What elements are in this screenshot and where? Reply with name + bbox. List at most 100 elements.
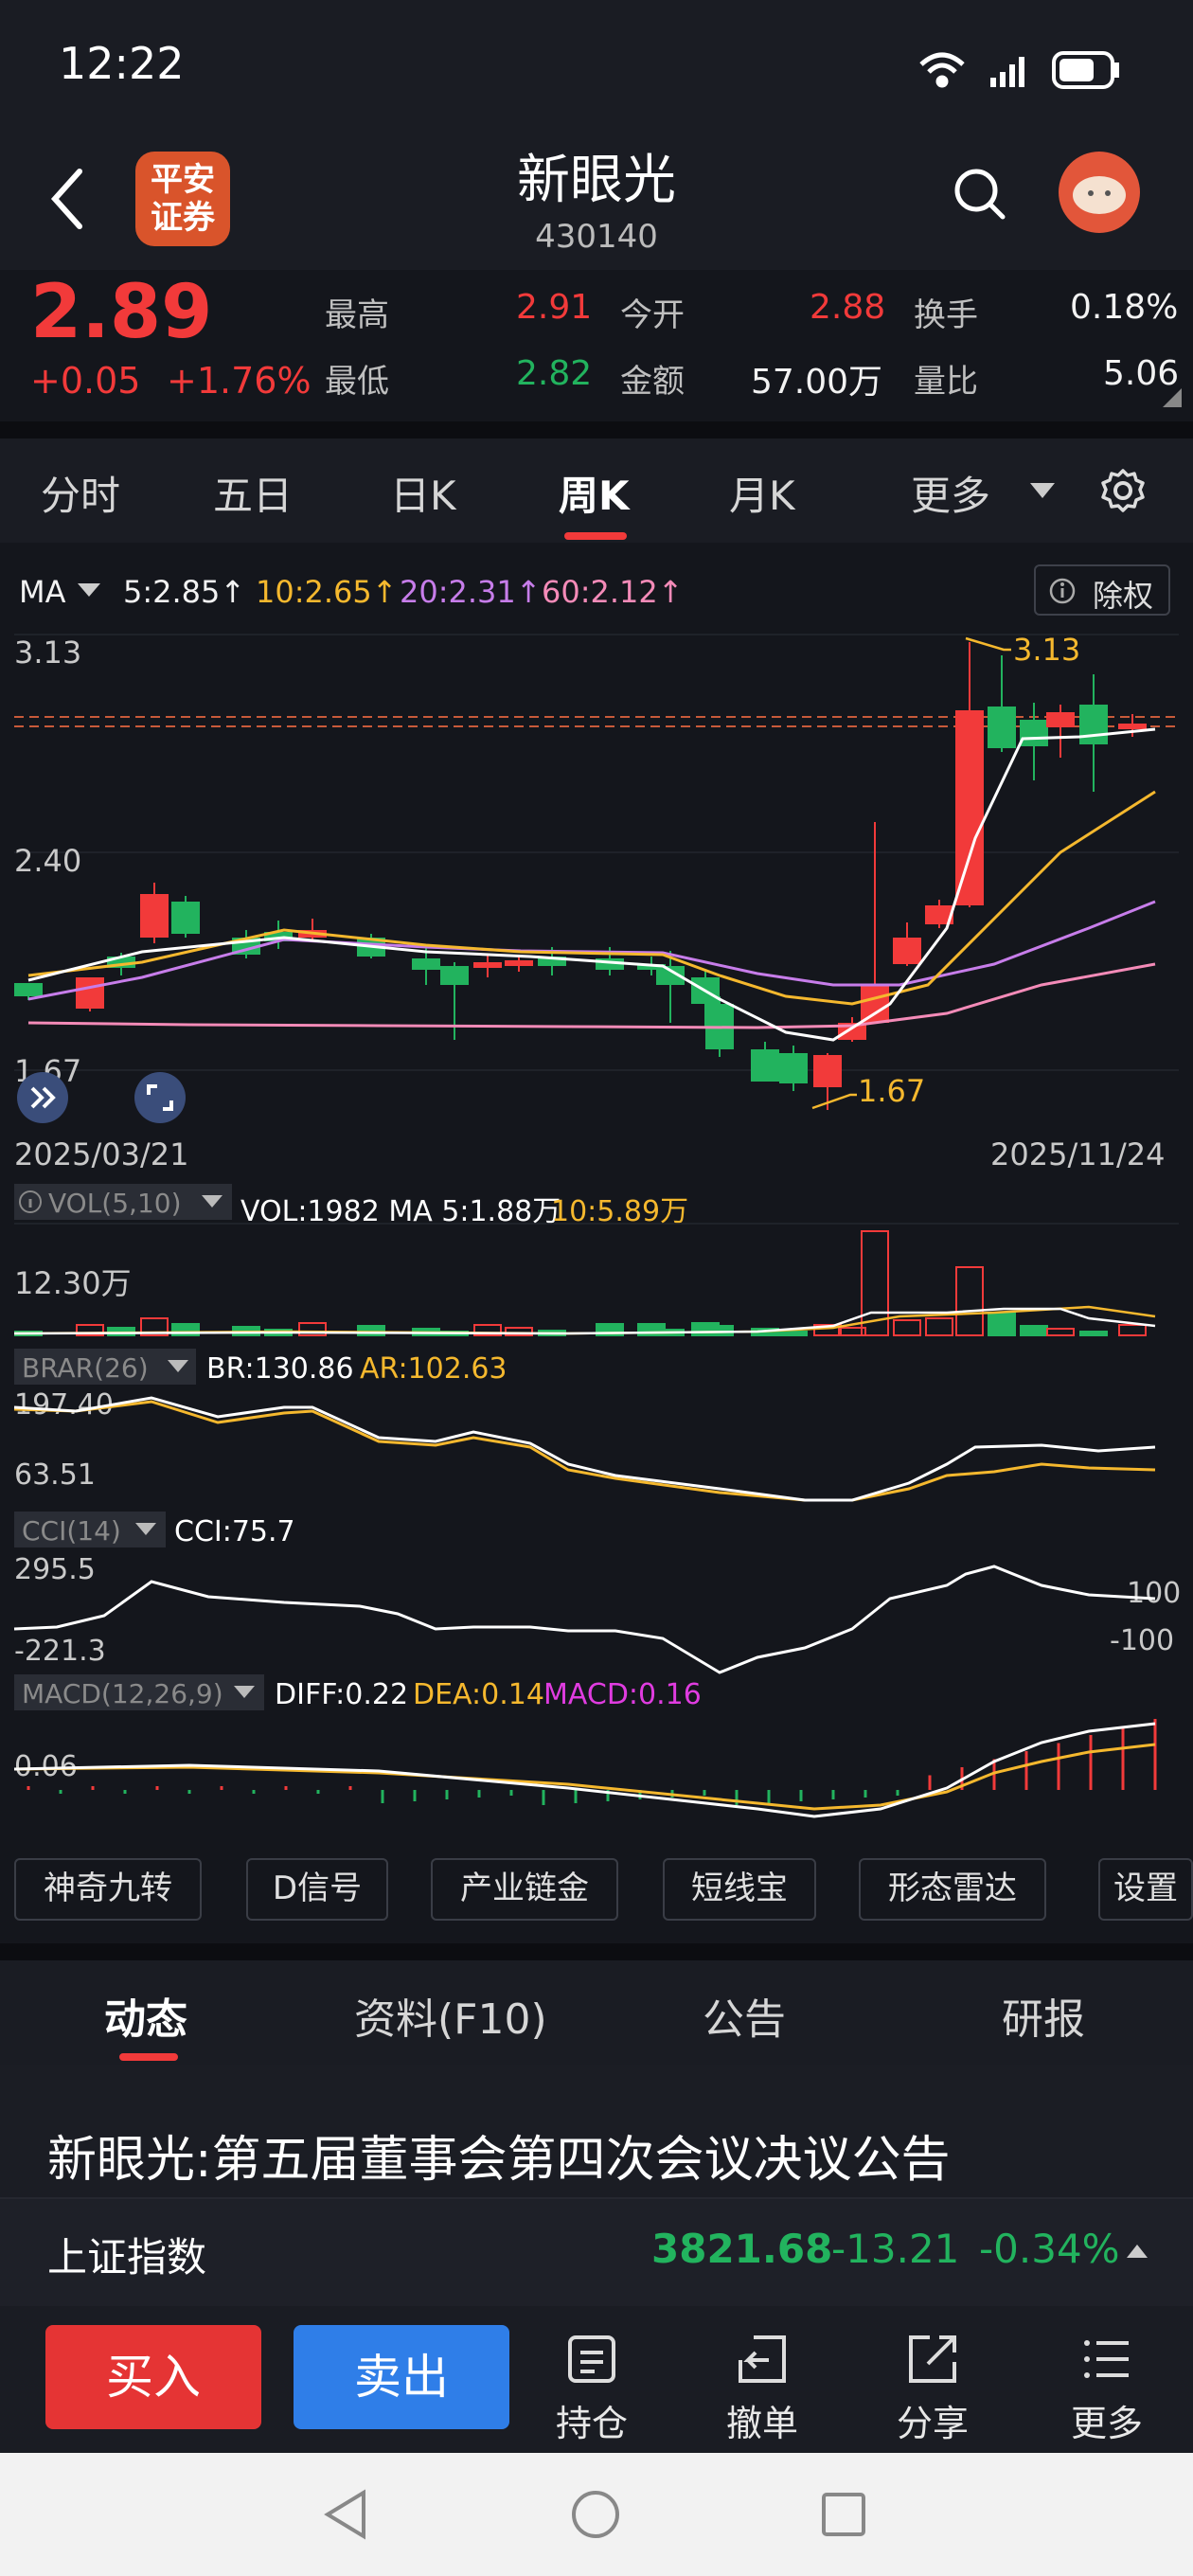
nav-home-icon[interactable] (570, 2489, 621, 2540)
tab-announcements[interactable]: 公告 (703, 1995, 786, 2044)
sell-button[interactable]: 卖出 (294, 2325, 509, 2429)
ma-selector[interactable]: MA (19, 574, 66, 610)
cci-axis-bottom: -221.3 (14, 1635, 106, 1668)
tab-monthly-k[interactable]: 月K (729, 473, 795, 519)
tool-d-signal[interactable]: D信号 (246, 1858, 388, 1921)
dropdown-arrow-icon (135, 1523, 156, 1535)
macd-chart[interactable] (0, 1714, 1193, 1837)
candle-body (14, 983, 43, 996)
ma10-value: 10:2.65↑ (256, 574, 398, 610)
mascot-icon (1073, 176, 1126, 214)
tab-news[interactable]: 动态 (104, 1995, 187, 2044)
volume-bar (955, 1266, 984, 1336)
holdings-icon[interactable] (564, 2332, 619, 2387)
cancel-order-label[interactable]: 撤单 (725, 2403, 798, 2444)
dea-value: DEA:0.14 (413, 1678, 544, 1711)
news-tabs (0, 1960, 1193, 2065)
volume-bar (838, 1327, 866, 1336)
ma-dropdown-icon[interactable] (78, 583, 100, 599)
news-title[interactable]: 新眼光:第五届董事会第四次会议决议公告 (47, 2132, 951, 2189)
avatar[interactable] (1059, 152, 1140, 233)
share-label[interactable]: 分享 (896, 2403, 969, 2444)
exright-label: 除权 (1093, 578, 1154, 614)
nav-recents-icon[interactable] (820, 2491, 867, 2538)
high-label: 最高 (325, 296, 389, 334)
dropdown-arrow-icon (202, 1195, 223, 1208)
index-name: 上证指数 (47, 2234, 207, 2281)
price-change: +0.05 (30, 360, 141, 402)
fast-forward-button[interactable] (17, 1072, 68, 1123)
tab-fiveday[interactable]: 五日 (213, 473, 294, 519)
volume-bar (893, 1319, 921, 1336)
ma20-value: 20:2.31↑ (400, 574, 542, 610)
tab-indicator (564, 532, 627, 540)
candle-body (656, 966, 685, 985)
volume-bar (813, 1324, 842, 1336)
gear-icon[interactable] (1100, 468, 1146, 513)
candlestick-chart[interactable] (0, 625, 1193, 1155)
tool-industry-chain[interactable]: 产业链金 (431, 1858, 618, 1921)
cci-chart[interactable] (0, 1553, 1193, 1676)
macd-indicator-tab[interactable]: MACD(12,26,9) (14, 1674, 264, 1710)
wifi-icon (919, 52, 965, 88)
news-item[interactable] (0, 2065, 1193, 2197)
candle-body (1046, 712, 1075, 727)
tab-daily-k[interactable]: 日K (390, 473, 456, 519)
candle-body (505, 960, 533, 966)
tool-short-term[interactable]: 短线宝 (663, 1858, 816, 1921)
candle-body (813, 1055, 842, 1087)
tab-weekly-k[interactable]: 周K (559, 473, 630, 519)
ma20-line (27, 900, 1156, 1001)
volume-bar (140, 1317, 169, 1336)
exright-button[interactable]: 除权 (1034, 564, 1170, 616)
vol-indicator-tab[interactable]: VOL(5,10) (14, 1184, 232, 1220)
more-label[interactable]: 更多 (1070, 2403, 1143, 2444)
tab-f10[interactable]: 资料(F10) (354, 1995, 547, 2044)
ma60-value: 60:2.12↑ (542, 574, 684, 610)
open-label: 今开 (620, 296, 685, 334)
candle-body (779, 1053, 808, 1083)
last-price: 2.89 (30, 270, 213, 355)
back-icon[interactable] (47, 166, 85, 232)
dropdown-arrow-icon (168, 1360, 188, 1372)
volume-bar (1046, 1328, 1075, 1336)
cci-indicator-tab[interactable]: CCI(14) (14, 1512, 166, 1547)
buy-button[interactable]: 买入 (45, 2325, 261, 2429)
br-value: BR:130.86 (206, 1352, 354, 1386)
brar-label: BRAR(26) (22, 1352, 149, 1384)
tab-timeshare[interactable]: 分时 (41, 473, 121, 519)
volume-bar (298, 1322, 327, 1336)
cancel-order-icon[interactable] (735, 2332, 790, 2387)
search-icon[interactable] (952, 166, 1008, 223)
expand-corner-icon[interactable] (1163, 388, 1182, 407)
status-icons (919, 51, 1119, 89)
volume-chart[interactable] (0, 1222, 1193, 1345)
tab-research[interactable]: 研报 (1002, 1995, 1085, 2044)
index-ticker[interactable] (0, 2197, 1193, 2308)
tool-magic-nine[interactable]: 神奇九转 (14, 1858, 202, 1921)
low-value: 2.82 (516, 354, 593, 393)
brar-axis-bottom: 63.51 (14, 1458, 96, 1492)
holdings-label[interactable]: 持仓 (555, 2403, 628, 2444)
ma10-line (27, 790, 1156, 1006)
volume-bar (76, 1324, 104, 1336)
brar-chart[interactable] (0, 1388, 1193, 1512)
fullscreen-button[interactable] (134, 1072, 186, 1123)
nav-back-icon[interactable] (322, 2489, 369, 2540)
amount-value: 57.00万 (751, 363, 883, 402)
menu-icon[interactable] (1079, 2332, 1134, 2387)
tool-pattern-radar[interactable]: 形态雷达 (859, 1858, 1046, 1921)
volume-bar (925, 1317, 953, 1336)
share-icon[interactable] (905, 2332, 960, 2387)
expand-up-icon[interactable] (1127, 2243, 1148, 2258)
brar-indicator-tab[interactable]: BRAR(26) (14, 1349, 196, 1385)
high-label-mark: 3.13 (1013, 632, 1081, 668)
status-time: 12:22 (59, 38, 185, 89)
dropdown-arrow-icon (234, 1686, 255, 1698)
candle-body (1020, 720, 1048, 746)
tool-settings[interactable]: 设置 (1098, 1858, 1193, 1921)
index-change: -13.21 (831, 2226, 960, 2272)
kline-chart-area[interactable] (0, 545, 1193, 1946)
dropdown-arrow-icon[interactable] (1030, 483, 1055, 498)
tab-more[interactable]: 更多 (911, 473, 991, 519)
